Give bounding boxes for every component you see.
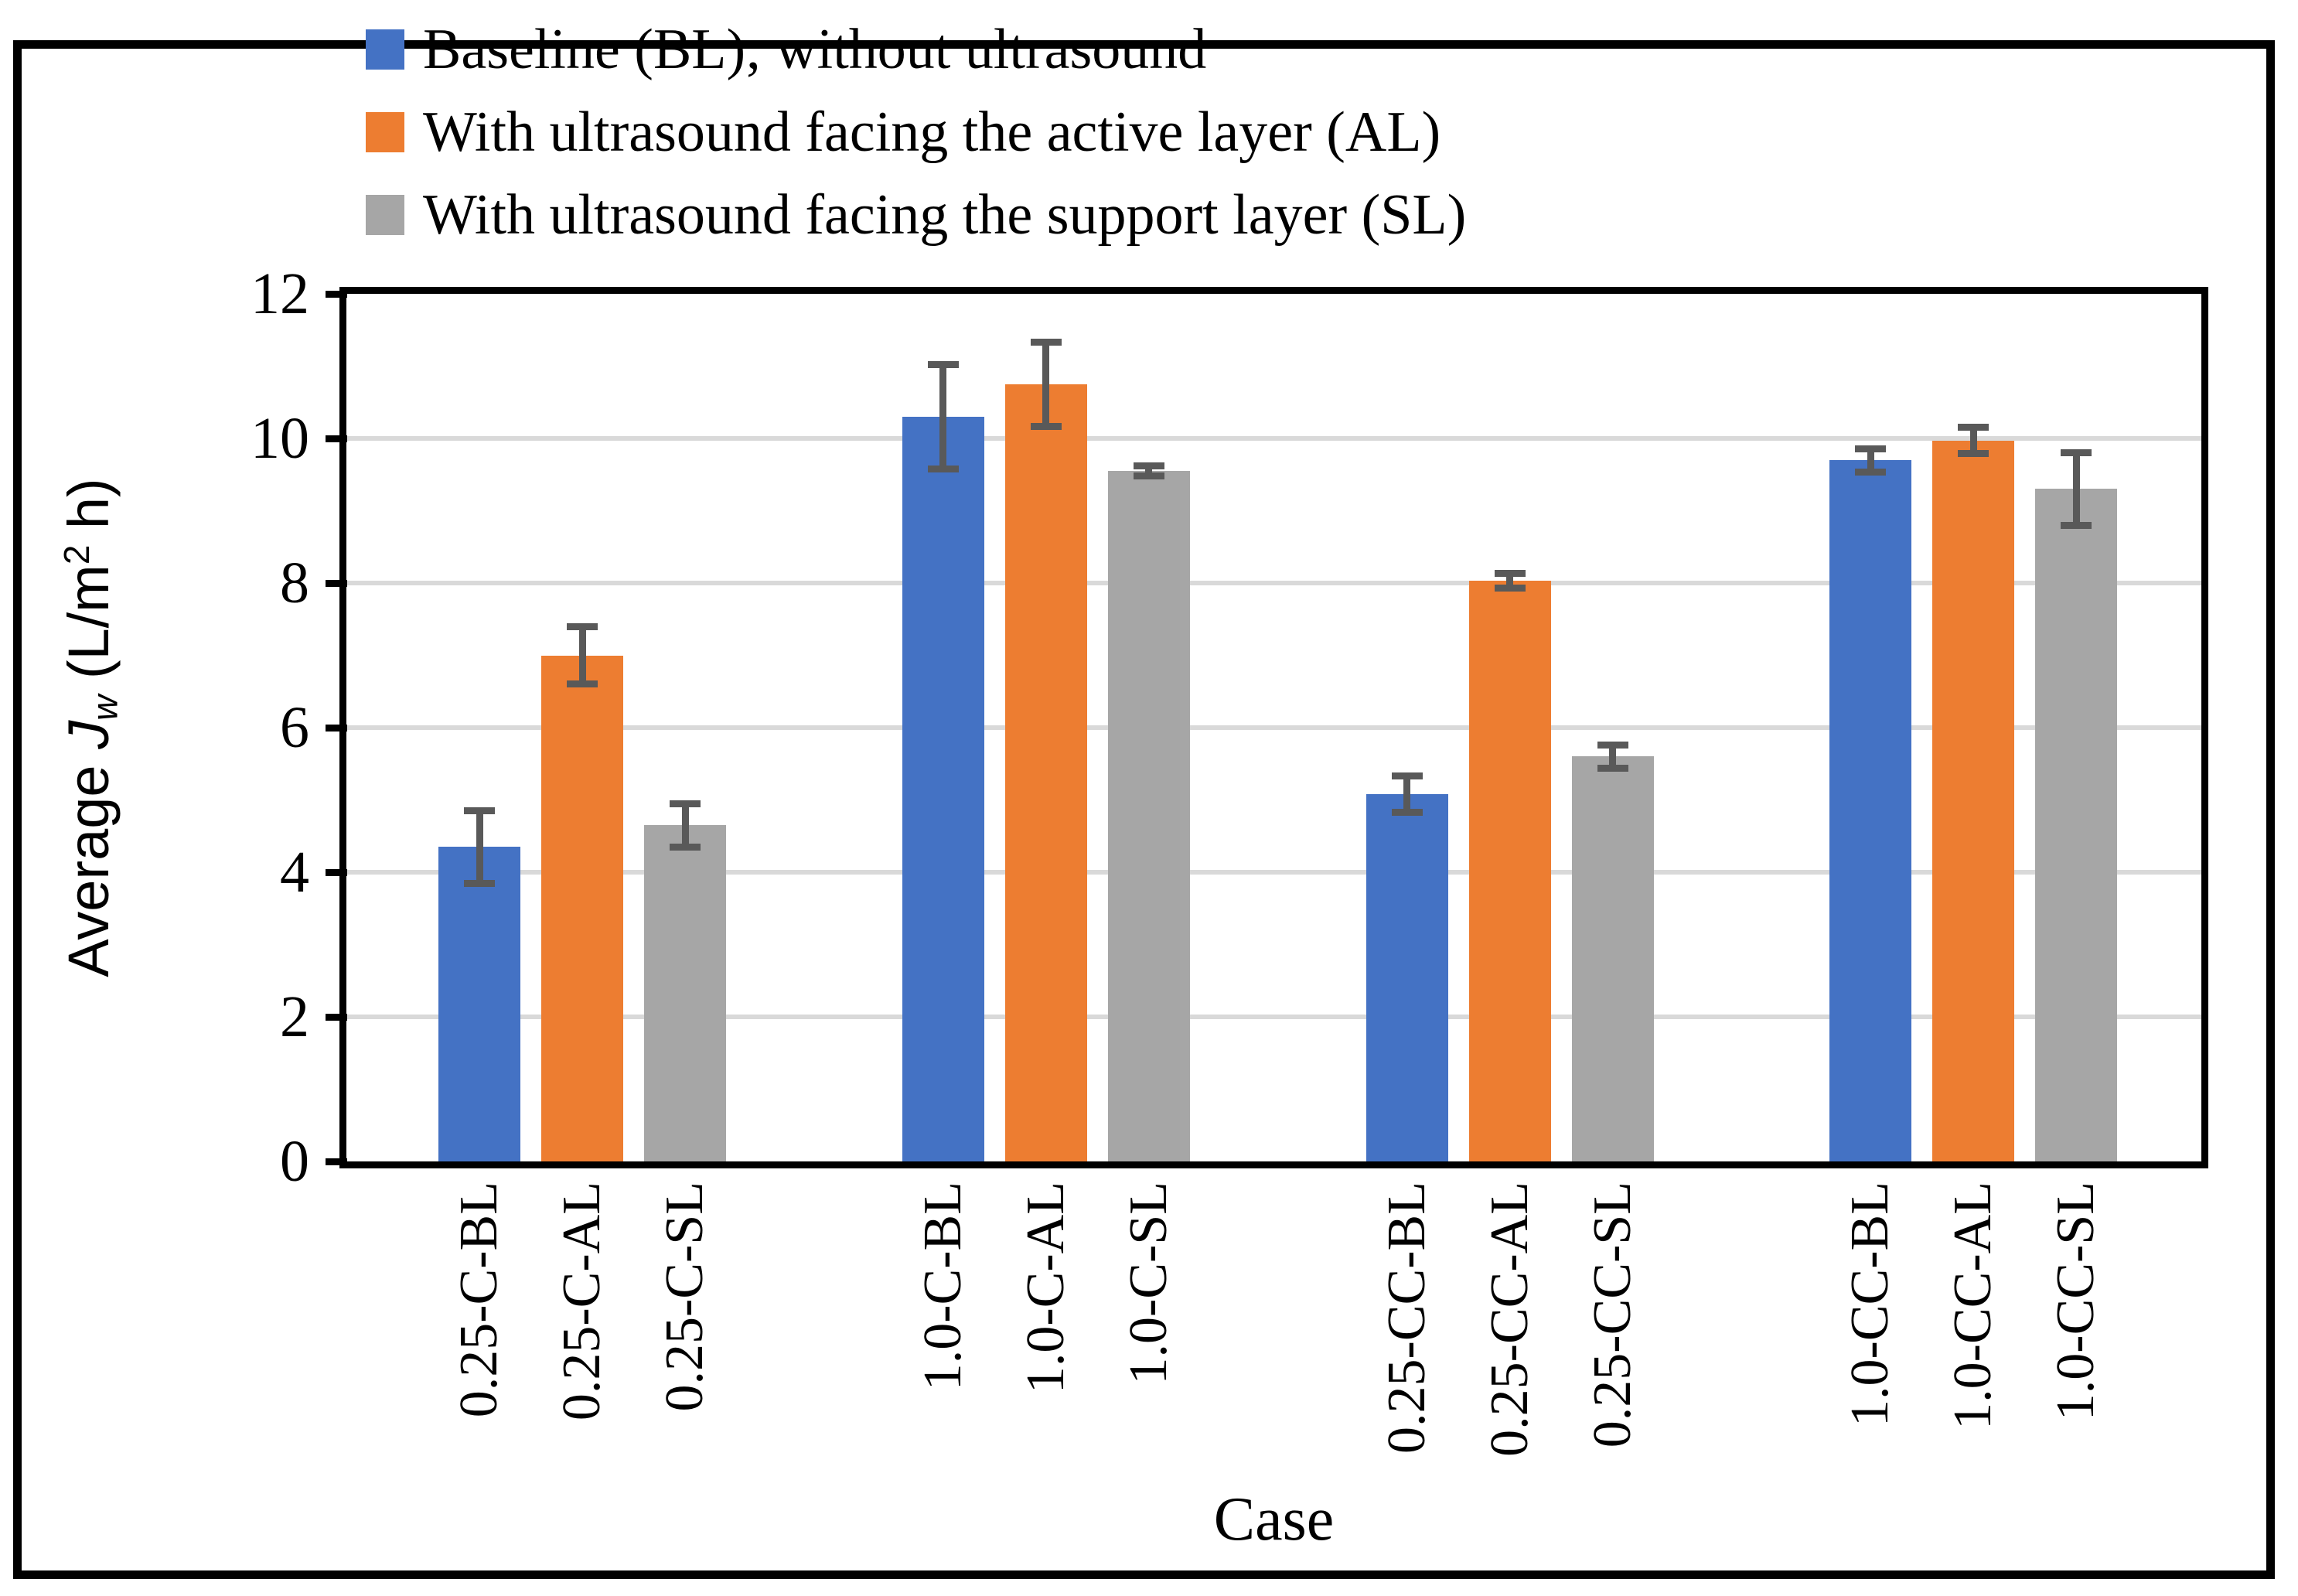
gridline-8 — [346, 581, 2201, 585]
y-tick-label-0: 0 — [280, 1129, 309, 1194]
x-tick-label-1.0-C-AL: 1.0-C-AL — [1015, 1182, 1076, 1394]
error-bar-0.25-CC-SL — [1609, 745, 1616, 769]
error-bar-1.0-CC-SL — [2072, 452, 2080, 526]
legend-label-bl: Baseline (BL); without ultrasound — [423, 18, 1207, 81]
bar-0.25-C-SL — [644, 825, 726, 1161]
y-tick-4 — [326, 868, 347, 876]
y-tick-label-10: 10 — [251, 406, 309, 471]
unit-superscript: 2 — [56, 544, 97, 565]
error-cap-high-0.25-C-BL — [464, 807, 495, 815]
y-tick-6 — [326, 724, 347, 732]
error-bar-1.0-CC-BL — [1867, 448, 1874, 472]
error-bar-0.25-CC-AL — [1506, 573, 1513, 588]
y-tick-label-8: 8 — [280, 551, 309, 616]
error-cap-low-0.25-C-SL — [670, 843, 701, 851]
y-tick-8 — [326, 579, 347, 587]
error-cap-low-1.0-C-SL — [1133, 472, 1164, 480]
error-cap-low-1.0-CC-AL — [1958, 450, 1989, 458]
error-cap-high-1.0-CC-AL — [1958, 424, 1989, 431]
x-tick-label-0.25-C-BL: 0.25-C-BL — [449, 1182, 509, 1418]
error-bar-1.0-CC-AL — [1969, 427, 1977, 454]
error-cap-high-0.25-CC-SL — [1597, 741, 1628, 749]
x-tick-label-0.25-CC-AL: 0.25-CC-AL — [1479, 1182, 1539, 1457]
legend-swatch-bl — [366, 29, 404, 70]
x-tick-label-1.0-C-BL: 1.0-C-BL — [912, 1182, 973, 1391]
error-cap-high-1.0-C-BL — [927, 361, 959, 369]
y-tick-label-6: 6 — [280, 695, 309, 760]
bar-0.25-C-AL — [541, 655, 623, 1161]
x-tick-label-1.0-CC-BL: 1.0-CC-BL — [1840, 1182, 1901, 1427]
error-cap-high-0.25-C-SL — [670, 800, 701, 807]
legend-label-al: With ultrasound facing the active layer … — [423, 101, 1441, 164]
error-cap-low-1.0-CC-SL — [2061, 521, 2092, 529]
y-tick-label-2: 2 — [280, 984, 309, 1049]
bar-1.0-CC-BL — [1829, 460, 1912, 1161]
legend-swatch-al — [366, 112, 404, 152]
bar-1.0-C-AL — [1004, 384, 1087, 1161]
bar-0.25-CC-AL — [1468, 581, 1551, 1161]
y-tick-0 — [326, 1158, 347, 1165]
bar-1.0-CC-SL — [2035, 489, 2118, 1161]
gridline-4 — [346, 870, 2201, 875]
error-cap-high-0.25-C-AL — [567, 622, 598, 630]
legend-swatch-sl — [366, 195, 404, 235]
y-tick-label-12: 12 — [251, 261, 309, 326]
error-cap-low-1.0-C-BL — [927, 465, 959, 472]
y-tick-label-4: 4 — [280, 840, 309, 905]
error-bar-1.0-C-SL — [1145, 466, 1153, 476]
legend: Baseline (BL); without ultrasound With u… — [366, 18, 1467, 278]
error-cap-low-1.0-CC-BL — [1855, 468, 1887, 476]
error-cap-low-0.25-CC-SL — [1597, 764, 1628, 772]
x-tick-label-0.25-C-SL: 0.25-C-SL — [655, 1182, 714, 1412]
error-cap-high-1.0-CC-BL — [1855, 445, 1887, 452]
error-cap-high-0.25-CC-AL — [1494, 570, 1526, 578]
x-tick-label-1.0-CC-AL: 1.0-CC-AL — [1943, 1182, 2003, 1430]
error-bar-1.0-C-BL — [939, 364, 947, 469]
bar-1.0-CC-AL — [1932, 440, 2015, 1161]
x-tick-label-0.25-CC-SL: 0.25-CC-SL — [1582, 1182, 1642, 1448]
x-tick-label-0.25-C-AL: 0.25-C-AL — [552, 1182, 612, 1421]
bar-0.25-CC-BL — [1366, 794, 1448, 1161]
legend-label-sl: With ultrasound facing the support layer… — [423, 183, 1467, 247]
bar-0.25-C-BL — [438, 847, 520, 1161]
gridline-2 — [346, 1015, 2201, 1019]
x-tick-label-1.0-C-SL: 1.0-C-SL — [1118, 1182, 1178, 1385]
gridline-10 — [346, 436, 2201, 441]
legend-item: With ultrasound facing the support layer… — [366, 183, 1467, 247]
error-bar-0.25-C-BL — [476, 810, 483, 884]
x-axis-title: Case — [1213, 1485, 1335, 1553]
bar-1.0-C-SL — [1107, 471, 1190, 1161]
error-cap-low-0.25-CC-BL — [1391, 808, 1423, 816]
legend-item: With ultrasound facing the active layer … — [366, 101, 1466, 164]
error-cap-low-1.0-C-AL — [1030, 422, 1062, 430]
error-cap-low-0.25-CC-AL — [1494, 585, 1526, 592]
error-bar-1.0-C-AL — [1042, 342, 1050, 427]
error-cap-high-0.25-CC-BL — [1391, 772, 1423, 780]
bar-1.0-C-BL — [902, 416, 984, 1161]
legend-item: Baseline (BL); without ultrasound — [366, 18, 1466, 81]
error-bar-0.25-CC-BL — [1403, 776, 1410, 813]
y-axis-unit-close: h) — [56, 478, 121, 545]
gridline-6 — [346, 725, 2201, 730]
x-tick-label-0.25-CC-BL: 0.25-CC-BL — [1376, 1182, 1437, 1454]
error-bar-0.25-C-SL — [681, 803, 689, 847]
error-bar-0.25-C-AL — [578, 626, 586, 684]
figure-border — [13, 40, 2275, 1579]
error-cap-high-1.0-C-AL — [1030, 339, 1062, 346]
y-tick-12 — [326, 290, 347, 298]
y-tick-2 — [326, 1013, 347, 1021]
error-cap-low-0.25-C-AL — [567, 680, 598, 688]
bar-0.25-CC-SL — [1571, 756, 1654, 1161]
error-cap-high-1.0-CC-SL — [2061, 449, 2092, 457]
error-cap-low-0.25-C-BL — [464, 879, 495, 887]
x-tick-label-1.0-CC-SL: 1.0-CC-SL — [2046, 1182, 2106, 1421]
y-tick-10 — [326, 435, 347, 442]
plot-area — [346, 294, 2201, 1161]
error-cap-high-1.0-C-SL — [1133, 462, 1164, 470]
